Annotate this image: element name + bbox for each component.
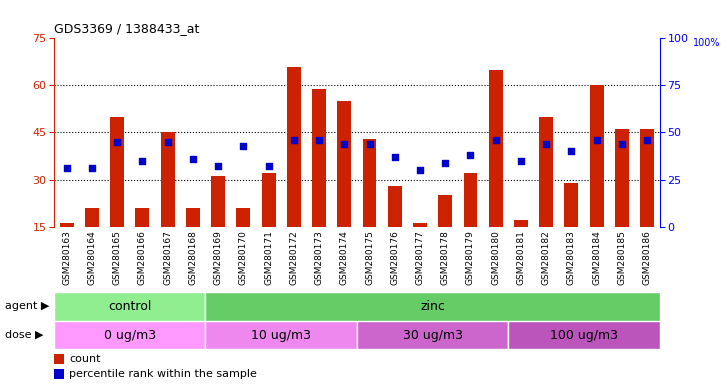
Text: GSM280174: GSM280174 bbox=[340, 230, 349, 285]
Bar bbox=[54, 292, 205, 321]
Bar bbox=[514, 220, 528, 227]
Text: GSM280185: GSM280185 bbox=[617, 230, 627, 285]
Text: 10 ug/m3: 10 ug/m3 bbox=[251, 329, 311, 341]
Bar bbox=[640, 129, 654, 227]
Point bbox=[515, 158, 526, 164]
Text: GSM280178: GSM280178 bbox=[441, 230, 450, 285]
Point bbox=[86, 165, 97, 171]
Point bbox=[338, 141, 350, 147]
Text: GSM280171: GSM280171 bbox=[264, 230, 273, 285]
Point bbox=[464, 152, 476, 158]
Text: 0 ug/m3: 0 ug/m3 bbox=[104, 329, 156, 341]
Text: GSM280173: GSM280173 bbox=[314, 230, 324, 285]
Bar bbox=[539, 117, 553, 227]
Bar bbox=[615, 129, 629, 227]
Bar bbox=[54, 369, 63, 379]
Bar bbox=[211, 176, 225, 227]
Text: GSM280172: GSM280172 bbox=[289, 230, 298, 285]
Text: 100 ug/m3: 100 ug/m3 bbox=[550, 329, 618, 341]
Text: GSM280166: GSM280166 bbox=[138, 230, 147, 285]
Text: GSM280179: GSM280179 bbox=[466, 230, 475, 285]
Text: GSM280163: GSM280163 bbox=[62, 230, 71, 285]
Point bbox=[389, 154, 400, 160]
Bar bbox=[357, 321, 508, 349]
Point bbox=[490, 137, 501, 143]
Point bbox=[590, 137, 602, 143]
Text: GSM280177: GSM280177 bbox=[415, 230, 425, 285]
Text: zinc: zinc bbox=[420, 300, 445, 313]
Text: GSM280167: GSM280167 bbox=[163, 230, 172, 285]
Point bbox=[136, 158, 149, 164]
Bar bbox=[287, 67, 301, 227]
Bar bbox=[508, 321, 660, 349]
Bar bbox=[54, 354, 63, 364]
Point bbox=[439, 159, 451, 166]
Bar bbox=[565, 183, 578, 227]
Point bbox=[313, 137, 324, 143]
Bar bbox=[236, 208, 250, 227]
Bar bbox=[161, 132, 174, 227]
Text: control: control bbox=[108, 300, 151, 313]
Bar bbox=[262, 173, 275, 227]
Point bbox=[540, 141, 552, 147]
Text: agent ▶: agent ▶ bbox=[6, 301, 50, 311]
Bar bbox=[363, 139, 376, 227]
Text: GSM280168: GSM280168 bbox=[188, 230, 198, 285]
Point bbox=[187, 156, 198, 162]
Bar bbox=[590, 85, 603, 227]
Point bbox=[162, 139, 173, 145]
Text: GDS3369 / 1388433_at: GDS3369 / 1388433_at bbox=[54, 22, 200, 35]
Point bbox=[237, 142, 249, 149]
Bar bbox=[54, 321, 205, 349]
Text: GSM280176: GSM280176 bbox=[390, 230, 399, 285]
Point bbox=[363, 141, 375, 147]
Point bbox=[288, 137, 299, 143]
Bar bbox=[388, 186, 402, 227]
Bar bbox=[205, 321, 357, 349]
Text: count: count bbox=[69, 354, 101, 364]
Bar bbox=[312, 89, 326, 227]
Bar bbox=[136, 208, 149, 227]
Point bbox=[61, 165, 72, 171]
Point bbox=[414, 167, 425, 173]
Bar bbox=[438, 195, 452, 227]
Text: 100%: 100% bbox=[693, 38, 720, 48]
Point bbox=[616, 141, 627, 147]
Text: GSM280181: GSM280181 bbox=[516, 230, 526, 285]
Text: GSM280186: GSM280186 bbox=[642, 230, 652, 285]
Text: GSM280182: GSM280182 bbox=[541, 230, 551, 285]
Bar bbox=[85, 208, 99, 227]
Text: GSM280164: GSM280164 bbox=[87, 230, 97, 285]
Point bbox=[262, 163, 274, 169]
Bar bbox=[186, 208, 200, 227]
Text: percentile rank within the sample: percentile rank within the sample bbox=[69, 369, 257, 379]
Point bbox=[212, 163, 224, 169]
Bar bbox=[337, 101, 351, 227]
Text: GSM280180: GSM280180 bbox=[491, 230, 500, 285]
Bar bbox=[110, 117, 124, 227]
Bar bbox=[464, 173, 477, 227]
Text: dose ▶: dose ▶ bbox=[6, 330, 44, 340]
Text: GSM280169: GSM280169 bbox=[213, 230, 223, 285]
Bar bbox=[489, 70, 503, 227]
Text: GSM280170: GSM280170 bbox=[239, 230, 248, 285]
Bar bbox=[60, 223, 74, 227]
Text: GSM280184: GSM280184 bbox=[592, 230, 601, 285]
Point bbox=[565, 148, 577, 154]
Text: GSM280165: GSM280165 bbox=[112, 230, 122, 285]
Bar bbox=[205, 292, 660, 321]
Point bbox=[641, 137, 653, 143]
Point bbox=[111, 139, 123, 145]
Text: 30 ug/m3: 30 ug/m3 bbox=[402, 329, 463, 341]
Text: GSM280175: GSM280175 bbox=[365, 230, 374, 285]
Text: GSM280183: GSM280183 bbox=[567, 230, 576, 285]
Bar bbox=[413, 223, 427, 227]
